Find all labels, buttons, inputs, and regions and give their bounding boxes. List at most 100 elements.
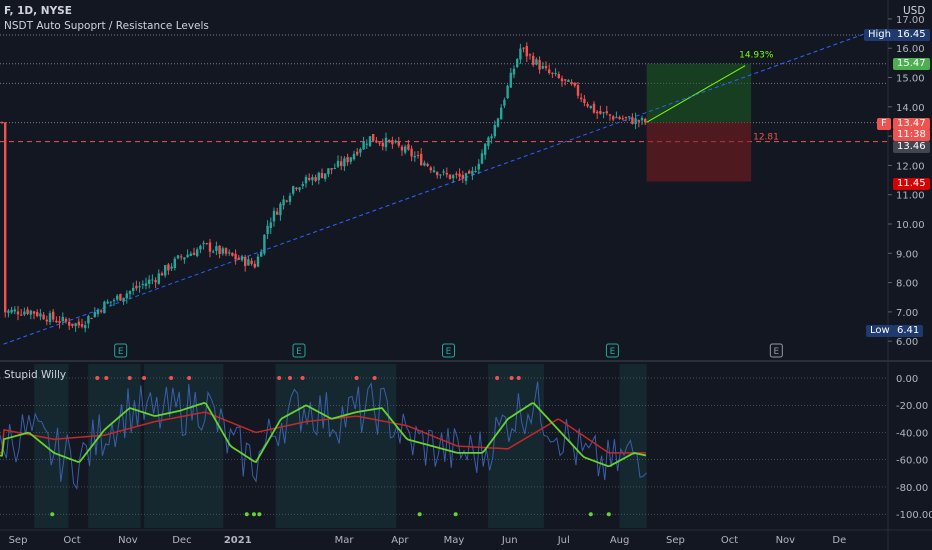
candle-body <box>58 321 61 323</box>
entry-level-label: 12.81 <box>753 133 779 143</box>
overbought-dot <box>187 376 192 380</box>
price-tick-label: 14.00 <box>896 103 925 114</box>
candle-body <box>496 118 500 127</box>
candle-body <box>87 316 90 324</box>
price-tick-label: 7.00 <box>896 308 918 319</box>
oversold-dot <box>453 512 458 517</box>
candle-body <box>199 245 202 250</box>
candle-body <box>461 174 464 179</box>
countdown-tag: 11:38 <box>893 129 930 141</box>
candle-body <box>173 258 176 269</box>
candle-body <box>394 140 397 143</box>
candle-body <box>468 171 471 174</box>
indicator-legend[interactable]: NSDT Auto Supoprt / Resistance Levels <box>4 20 209 32</box>
candle-body <box>301 184 304 187</box>
overbought-dot <box>372 376 377 380</box>
candle-body <box>68 321 71 326</box>
candle-body <box>167 264 170 271</box>
candle-body <box>404 146 407 153</box>
oscillator-legend[interactable]: Stupid Willy <box>4 369 67 381</box>
candle-body <box>84 325 87 329</box>
candle-body <box>525 46 528 57</box>
price-tick-label: 12.00 <box>896 161 925 172</box>
overbought-dot <box>104 376 109 380</box>
candle-body <box>240 256 244 261</box>
candle-body <box>61 316 64 322</box>
candle-body <box>314 177 317 181</box>
candle-body <box>320 172 324 179</box>
osc-tick-label: -60.00 <box>896 456 928 467</box>
candle-body <box>327 168 330 175</box>
candle-body <box>484 143 487 155</box>
candle-body <box>516 59 519 67</box>
oversold-dot <box>257 512 262 517</box>
stop-price-tag: 11.45 <box>893 178 930 190</box>
candle-body <box>580 97 583 100</box>
candle-body <box>621 118 624 120</box>
candle-body <box>186 254 189 258</box>
candle-body <box>605 111 608 114</box>
candle-body <box>269 222 272 229</box>
candle-body <box>324 173 327 180</box>
time-axis-label: May <box>444 535 465 546</box>
candle-body <box>432 170 436 172</box>
candle-body <box>125 293 128 299</box>
oversold-dot <box>588 512 593 517</box>
candle-body <box>583 99 586 103</box>
candle-body <box>573 82 576 86</box>
position-percent-label: 14.93% <box>739 51 774 61</box>
candle-body <box>256 256 260 267</box>
candle-body <box>148 279 151 284</box>
time-axis-label: Mar <box>335 535 355 546</box>
currency-label: USD <box>903 5 926 17</box>
candle-body <box>151 279 154 281</box>
candle-body <box>80 324 84 327</box>
time-axis-label: Oct <box>63 535 80 546</box>
candle-body <box>244 256 247 266</box>
candle-body <box>71 323 74 326</box>
candle-body <box>368 136 372 146</box>
candle-body <box>391 140 394 145</box>
candle-body <box>576 85 580 96</box>
candle-body <box>282 199 285 206</box>
candle-body <box>362 141 365 150</box>
candle-body <box>39 313 42 317</box>
candle-body <box>279 203 282 216</box>
candle-body <box>586 104 589 107</box>
candle-body <box>343 158 346 167</box>
candle-body <box>231 252 234 256</box>
candle-body <box>196 249 199 257</box>
candle-body <box>224 248 228 254</box>
candle-body <box>436 171 439 176</box>
candle-body <box>260 251 263 257</box>
candle-body <box>503 99 506 106</box>
overbought-dot <box>127 376 132 380</box>
candle-body <box>180 256 183 258</box>
candle-body <box>26 309 29 314</box>
overbought-dot <box>495 376 500 380</box>
candle-body <box>471 170 474 175</box>
candle-body <box>10 309 13 313</box>
candle-body <box>202 242 205 244</box>
candle-body <box>176 255 180 259</box>
candle-body <box>132 287 135 291</box>
price-tick-label: 15.00 <box>896 74 925 85</box>
support-trendline <box>3 30 874 345</box>
time-axis-label: Nov <box>776 535 796 546</box>
candle-body <box>333 168 336 170</box>
candle-body <box>592 103 596 113</box>
candle-body <box>164 265 167 276</box>
time-axis-label: De <box>832 535 846 546</box>
candle-body <box>128 290 132 294</box>
candle-body <box>589 105 592 108</box>
candle-body <box>253 263 256 268</box>
low-label-tag: Low <box>866 325 894 337</box>
candle-body <box>554 72 557 74</box>
candle-body <box>477 163 480 170</box>
symbol-legend[interactable]: F, 1D, NYSE <box>4 5 72 17</box>
candle-body <box>560 78 564 82</box>
osc-zone <box>488 364 544 528</box>
candle-body <box>564 79 567 81</box>
